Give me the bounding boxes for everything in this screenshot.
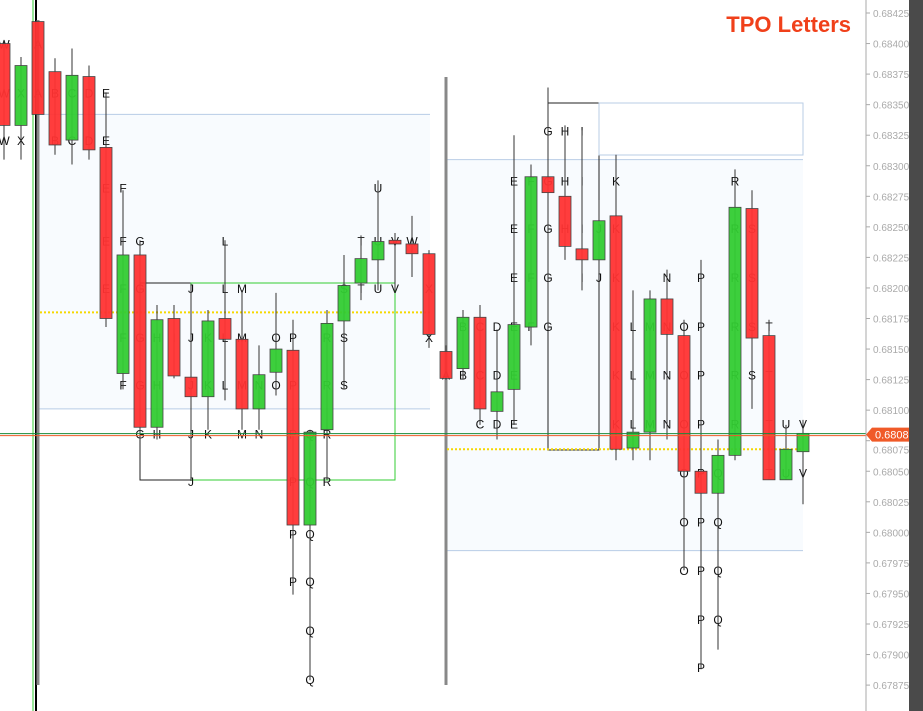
tpo-letter: D [493, 320, 502, 334]
candle-Q [303, 431, 317, 526]
candle-S [745, 208, 759, 339]
y-tick-label: 0.67975 [873, 559, 910, 570]
y-tick-label: 0.68425 [873, 9, 910, 20]
tpo-letter: M [237, 282, 247, 296]
candle-J [184, 376, 198, 398]
candle-J [592, 220, 606, 261]
candle-R [728, 206, 742, 456]
candle-U [779, 448, 793, 481]
y-tick-label: 0.68125 [873, 376, 910, 387]
candle-H [150, 319, 164, 428]
tpo-letter: J [188, 475, 194, 489]
tpo-letter: M [237, 427, 247, 441]
candle-I [575, 248, 589, 261]
candle-W [0, 43, 11, 126]
candle-M [235, 338, 249, 410]
tpo-letter: R [323, 475, 332, 489]
y-tick-label: 0.68325 [873, 131, 910, 142]
candle-E [99, 147, 113, 319]
candle-X [14, 65, 28, 126]
candle-K [201, 320, 215, 398]
tpo-letter: W [0, 134, 10, 148]
y-tick-label: 0.68075 [873, 446, 910, 457]
y-tick-label: 0.68275 [873, 192, 910, 203]
candle-R [320, 322, 334, 431]
candle-F [116, 254, 130, 374]
candle-P [286, 349, 300, 526]
candle-B [456, 316, 470, 370]
y-tick-label: 0.67925 [873, 620, 910, 631]
candle-S [337, 285, 351, 322]
candle-A [439, 351, 453, 379]
candle-X [422, 253, 436, 335]
price-scrollbar[interactable] [909, 0, 923, 711]
tpo-letter: N [255, 427, 264, 441]
y-tick-label: 0.68375 [873, 70, 910, 81]
candle-I [167, 318, 181, 377]
candle-G [133, 254, 147, 428]
y-tick-label: 0.68250 [873, 223, 910, 234]
candle-G [541, 176, 555, 194]
candle-V [796, 432, 810, 453]
y-tick-label: 0.67950 [873, 589, 910, 600]
tpo-letter: U [782, 418, 791, 432]
y-tick-label: 0.68000 [873, 528, 910, 539]
last-price-label: 0.68080 [875, 430, 915, 442]
range-box [598, 102, 804, 156]
tpo-letter: J [596, 271, 602, 285]
candle-C [65, 74, 79, 141]
candle-K [609, 215, 623, 450]
candle-L [218, 318, 232, 340]
candle-O [677, 335, 691, 472]
candle-D [490, 391, 504, 412]
candle-L [626, 431, 640, 449]
value-area [447, 159, 803, 551]
last-price-badge [866, 427, 909, 442]
candle-D [82, 76, 96, 151]
y-tick-label: 0.68025 [873, 498, 910, 509]
candle-W [405, 243, 419, 255]
y-tick-label: 0.68100 [873, 406, 910, 417]
y-tick-label: 0.68225 [873, 253, 910, 264]
tpo-letter: O [679, 564, 688, 578]
candle-A [31, 21, 45, 115]
candle-M [643, 298, 657, 433]
y-tick-label: 0.68400 [873, 40, 910, 51]
y-tick-label: 0.68175 [873, 315, 910, 326]
chart-title: TPO Letters [726, 12, 851, 37]
tpo-letter: K [204, 427, 212, 441]
y-tick-label: 0.67875 [873, 681, 910, 692]
value-area [37, 114, 430, 409]
candle-C [473, 316, 487, 410]
y-tick-label: 0.67900 [873, 651, 910, 662]
candle-T [354, 258, 368, 284]
y-tick-label: 0.68050 [873, 467, 910, 478]
y-tick-label: 0.68300 [873, 162, 910, 173]
y-tick-label: 0.68200 [873, 284, 910, 295]
candle-Q [711, 454, 725, 494]
candle-O [269, 348, 283, 373]
y-tick-label: 0.68150 [873, 345, 910, 356]
candle-N [660, 298, 674, 335]
tpo-letter: F [119, 182, 126, 196]
candle-U [371, 241, 385, 261]
candle-H [558, 195, 572, 247]
candle-B [48, 71, 62, 146]
candle-T [762, 335, 776, 481]
candle-N [252, 374, 266, 410]
candle-E [507, 324, 521, 390]
y-tick-label: 0.68350 [873, 101, 910, 112]
candle-P [694, 470, 708, 494]
candle-F [524, 176, 538, 328]
candle-V [388, 239, 402, 245]
